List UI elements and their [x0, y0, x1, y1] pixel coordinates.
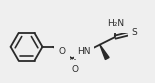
Text: HN: HN — [77, 47, 91, 56]
Text: 2: 2 — [113, 22, 117, 27]
Text: O: O — [59, 47, 66, 56]
Text: H: H — [108, 19, 115, 28]
Text: S: S — [131, 28, 137, 37]
Text: N: N — [117, 19, 124, 28]
Text: H₂N: H₂N — [107, 19, 124, 28]
Polygon shape — [100, 45, 109, 60]
Text: O: O — [71, 65, 78, 74]
